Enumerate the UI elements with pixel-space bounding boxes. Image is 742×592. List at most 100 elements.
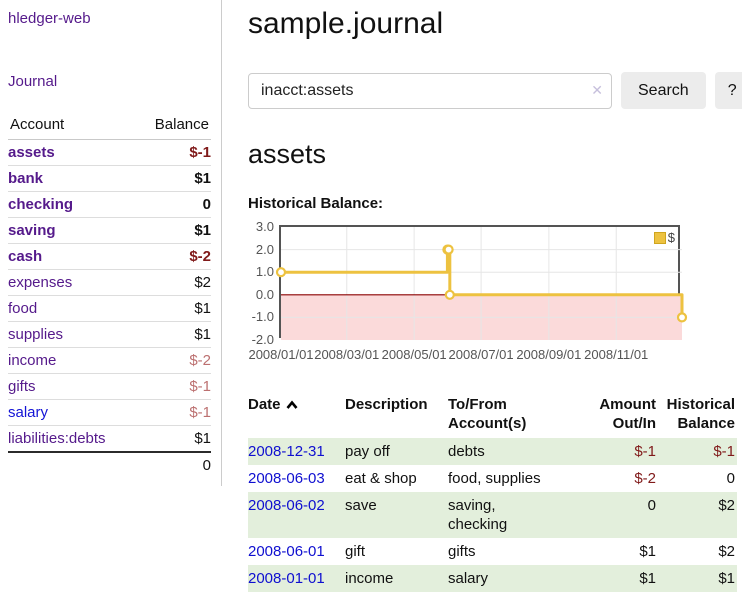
legend-swatch [653,231,666,244]
x-axis-tick-label: 2008/01/01 [248,347,314,362]
account-row: assets $-1 [8,139,211,166]
transaction-date-link[interactable]: 2008-01-01 [248,570,325,587]
search-input[interactable] [248,72,612,109]
transaction-date-link[interactable]: 2008-06-02 [248,497,325,514]
account-balance: $1 [135,165,211,192]
account-link[interactable]: bank [8,170,44,187]
account-link[interactable]: expenses [8,274,73,291]
transaction-date-link[interactable]: 2008-06-01 [248,543,325,560]
account-balance: $-1 [135,373,211,400]
register-row: 2008-06-01 gift gifts $1 $2 [248,538,737,565]
transaction-accounts: saving, checking [448,492,579,538]
account-link[interactable]: liabilities:debts [8,430,106,447]
chart-title: Historical Balance: [248,195,384,212]
account-balance: $2 [135,269,211,296]
y-axis-tick-label: 2.0 [255,241,274,257]
transaction-description: eat & shop [345,470,417,487]
account-row: gifts $-1 [8,373,211,400]
accounts-header-account: Account [8,114,136,140]
account-heading: assets [248,139,327,169]
transaction-accounts: food, supplies [448,470,541,487]
transaction-balance: 0 [726,470,735,487]
legend-label: $ [667,230,675,245]
x-axis-tick-label: 2008/11/01 [584,347,649,362]
accounts-total-spacer [8,451,136,478]
account-balance: $1 [135,295,211,322]
transaction-description: income [345,565,448,592]
account-link[interactable]: income [8,352,57,369]
account-balance: $-2 [135,347,211,374]
account-row: checking 0 [8,191,211,218]
register-row: 2008-06-03 eat & shop food, supplies $-2 0 [248,465,737,492]
help-button[interactable]: ? [714,72,742,109]
sort-ascending-icon [286,400,298,409]
sidebar: hledger-web Journal Account Balance asse… [0,0,222,486]
account-row: expenses $2 [8,269,211,296]
transaction-description: gift [345,543,366,560]
accounts-total-value: 0 [135,451,211,478]
chart-legend: $ [653,230,675,245]
clear-search-icon[interactable]: ✕ [591,81,603,98]
register-header-description: Description [345,396,428,413]
transaction-description: pay off [345,438,448,465]
account-row: saving $1 [8,217,211,244]
account-balance: $1 [135,321,211,348]
transaction-balance: $2 [718,543,735,560]
transaction-amount: $1 [579,565,658,592]
account-row: cash $-2 [8,243,211,270]
register-table: Date Description To/From Account(s) Amou… [248,393,737,592]
register-header-amount: Amount Out/In [599,396,656,432]
account-row: liabilities:debts $1 [8,425,211,452]
historical-balance-chart: $ 3.0 2.0 1.0 0.0 -1.0 -2.0 2008/01/01 2008/03/… [248,220,742,367]
y-axis-tick-label: -1.0 [251,309,274,325]
register-header-date[interactable]: Date [248,393,345,438]
register-row: 2008-12-31 pay off debts $-1 $-1 [248,438,737,465]
transaction-balance: $1 [658,565,737,592]
account-link[interactable]: cash [8,248,43,265]
account-row: income $-2 [8,347,211,374]
accounts-table: Account Balance assets $-1 bank $1 checking 0… [8,114,211,478]
account-link[interactable]: supplies [8,326,64,343]
y-axis-tick-label: 3.0 [255,219,274,234]
account-link[interactable]: food [8,300,38,317]
transaction-date-link[interactable]: 2008-12-31 [248,443,325,460]
account-link[interactable]: salary [8,404,49,421]
x-axis-tick-label: 2008/09/01 [516,347,582,362]
page-title: sample.journal [248,7,444,40]
transaction-balance: $-1 [658,438,737,465]
x-axis-tick-label: 2008/03/01 [314,347,380,362]
brand-link[interactable]: hledger-web [8,10,91,27]
transaction-accounts: gifts [448,543,476,560]
account-link[interactable]: gifts [8,378,36,395]
main-content: sample.journal ✕ Search ? assets Histori… [222,0,742,592]
account-row: food $1 [8,295,211,322]
y-axis-tick-label: -2.0 [251,332,274,347]
transaction-description: save [345,492,448,538]
account-link[interactable]: checking [8,196,74,213]
search-button[interactable]: Search [621,72,706,109]
y-axis-tick-label: 1.0 [255,264,274,280]
accounts-total-row: 0 [8,451,211,478]
transaction-amount: 0 [579,492,658,538]
x-axis-tick-label: 2008/07/01 [448,347,514,362]
transaction-date-link[interactable]: 2008-06-03 [248,470,325,487]
register-row: 2008-01-01 income salary $1 $1 [248,565,737,592]
account-balance: $-2 [135,243,211,270]
transaction-amount: $-1 [579,438,658,465]
transaction-amount: $1 [639,543,656,560]
nav-journal-link[interactable]: Journal [8,73,58,90]
transaction-accounts: salary [448,565,579,592]
account-link[interactable]: saving [8,222,56,239]
transaction-amount: $-2 [634,470,656,487]
accounts-header-row: Account Balance [8,114,211,140]
accounts-header-balance: Balance [135,114,211,140]
y-axis-tick-label: 0.0 [255,286,274,302]
register-header-accounts: To/From Account(s) [448,396,527,432]
account-balance: $-1 [135,139,211,166]
transaction-accounts: debts [448,438,579,465]
register-row: 2008-06-02 save saving, checking 0 $2 [248,492,737,538]
account-link[interactable]: assets [8,144,55,161]
sidebar-nav: Journal [8,73,211,90]
search-form: ✕ Search ? [248,72,742,109]
